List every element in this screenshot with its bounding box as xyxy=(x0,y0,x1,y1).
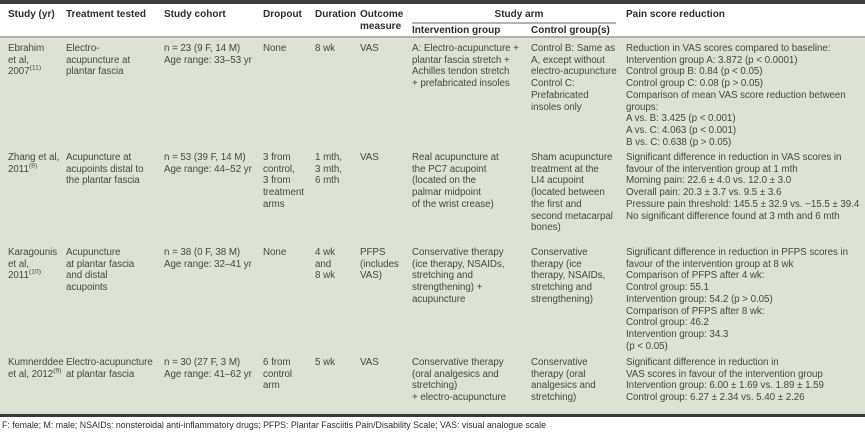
reference-superscript: (9) xyxy=(53,367,62,375)
cell-control: Conservative therapy (oral analgesics an… xyxy=(531,357,596,404)
table-header: Study (yr) Treatment tested Study cohort… xyxy=(0,4,865,38)
reference-superscript: (11) xyxy=(29,65,42,73)
cell-control: Conservative therapy (ice therapy, NSAID… xyxy=(531,247,606,305)
cell-control: Sham acupuncture treatment at the LI4 ac… xyxy=(531,152,613,234)
cell-intervention: Conservative therapy (ice therapy, NSAID… xyxy=(412,247,505,305)
cell-outcome: VAS xyxy=(360,357,379,368)
cell-cohort: n = 38 (0 F, 38 M) Age range: 32–41 yr xyxy=(164,247,252,270)
study-arm-underline xyxy=(412,22,616,24)
cell-dropout: None xyxy=(263,247,287,258)
reference-superscript: (10) xyxy=(28,269,41,277)
study-name: Ebrahim et al, 2007 xyxy=(8,43,45,78)
table-row: Ebrahim et al, 2007(11) Electro- acupunc… xyxy=(0,38,865,148)
cell-study: Karagounis et al, 2011(10) xyxy=(0,247,66,282)
table-row: Zhang et al, 2011(8) Acupuncture at acup… xyxy=(0,147,865,242)
cell-cohort: n = 53 (39 F, 14 M) Age range: 44–52 yr xyxy=(164,152,252,175)
cell-study: Kumnerddee et al, 2012(9) xyxy=(0,357,66,380)
cell-control: Control B: Same as A, except without ele… xyxy=(531,43,617,113)
cell-intervention: Real acupuncture at the PC7 acupoint (lo… xyxy=(412,152,499,210)
study-name: Kumnerddee et al, 2012 xyxy=(8,357,64,380)
cell-pain: Significant difference in reduction in P… xyxy=(626,247,849,352)
cell-pain: Reduction in VAS scores compared to base… xyxy=(626,43,846,148)
cell-intervention: Conservative therapy (oral analgesics an… xyxy=(412,357,506,404)
col-header-cohort: Study cohort xyxy=(164,9,226,20)
cell-cohort: n = 23 (9 F, 14 M) Age range: 33–53 yr xyxy=(164,43,252,66)
bottom-rule xyxy=(0,414,865,417)
cell-intervention: A: Electro-acupuncture + plantar fascia … xyxy=(412,43,519,90)
cell-pain: Significant difference in reduction in V… xyxy=(626,152,860,222)
col-header-study: Study (yr) xyxy=(8,9,55,20)
abbreviations-footnote: F: female; M: male; NSAIDs: nonsteroidal… xyxy=(0,417,865,431)
col-header-treatment: Treatment tested xyxy=(66,9,147,20)
cell-cohort: n = 30 (27 F, 3 M) Age range: 41–62 yr xyxy=(164,357,252,380)
col-header-study-arm-group: Study arm Intervention group Control gro… xyxy=(412,9,626,37)
col-header-duration: Duration xyxy=(315,9,357,20)
cell-study: Zhang et al, 2011(8) xyxy=(0,152,66,175)
col-header-intervention: Intervention group xyxy=(412,25,501,36)
col-header-control: Control group(s) xyxy=(531,25,610,36)
cell-dropout: None xyxy=(263,43,287,54)
table-row: Karagounis et al, 2011(10) Acupuncture a… xyxy=(0,242,865,352)
table-body: Ebrahim et al, 2007(11) Electro- acupunc… xyxy=(0,38,865,414)
col-header-pain: Pain score reduction xyxy=(626,9,725,20)
cell-dropout: 3 from control, 3 from treatment arms xyxy=(263,152,304,210)
cell-pain: Significant difference in reduction in V… xyxy=(626,357,824,404)
table-row: Kumnerddee et al, 2012(9) Electro-acupun… xyxy=(0,352,865,414)
cell-outcome: VAS xyxy=(360,43,379,54)
cell-treatment: Electro- acupuncture at plantar fascia xyxy=(66,43,131,78)
cell-study: Ebrahim et al, 2007(11) xyxy=(0,43,66,78)
col-header-outcome: Outcome measure xyxy=(360,9,404,32)
cell-treatment: Electro-acupuncture at plantar fascia xyxy=(66,357,153,380)
cell-duration: 5 wk xyxy=(315,357,335,368)
cell-duration: 1 mth, 3 mth, 6 mth xyxy=(315,152,342,187)
col-header-study-arm: Study arm xyxy=(494,9,544,20)
cell-outcome: PFPS (includes VAS) xyxy=(360,247,399,282)
cell-duration: 4 wk and 8 wk xyxy=(315,247,335,282)
cell-duration: 8 wk xyxy=(315,43,335,54)
reference-superscript: (8) xyxy=(28,162,38,170)
cell-dropout: 6 from control arm xyxy=(263,357,293,392)
study-name: Zhang et al, 2011 xyxy=(8,152,60,175)
cell-outcome: VAS xyxy=(360,152,379,163)
col-header-dropout: Dropout xyxy=(263,9,302,20)
study-name: Karagounis et al, 2011 xyxy=(8,247,58,282)
cell-treatment: Acupuncture at plantar fascia and distal… xyxy=(66,247,135,294)
cell-treatment: Acupuncture at acupoints distal to the p… xyxy=(66,152,144,187)
